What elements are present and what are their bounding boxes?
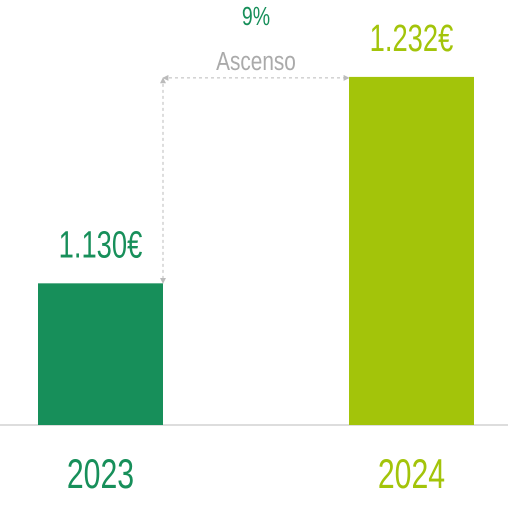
x-tick-label: 2023 [67,450,134,497]
value-label: 1.232€ [370,18,454,60]
bar [38,283,163,425]
annotation-value: 9% [242,1,270,30]
bar [349,76,474,426]
x-tick-label: 2024 [378,450,445,497]
value-label: 1.130€ [59,224,143,266]
annotation-label: Ascenso [216,47,296,76]
